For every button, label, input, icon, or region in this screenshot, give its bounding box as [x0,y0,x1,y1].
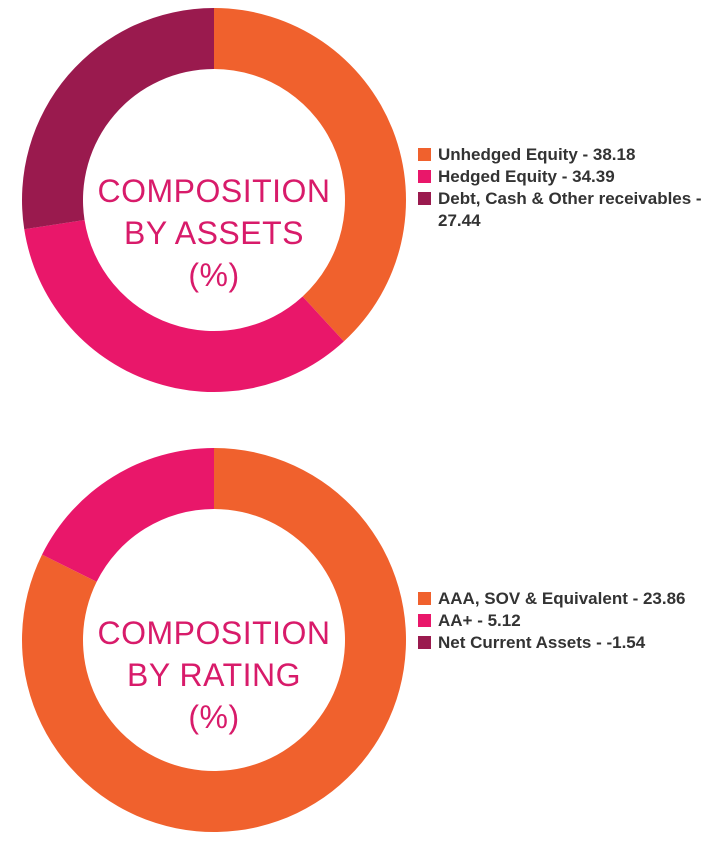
rating-center-title: COMPOSITION BY RATING (%) [64,612,364,738]
legend-label-aa-plus: AA+ - 5.12 [438,611,521,630]
legend-swatch-unhedged-equity [418,148,431,161]
legend-swatch-aaa-sov [418,592,431,605]
legend-label-debt-cash-other: Debt, Cash & Other receivables - 27.44 [438,189,702,230]
legend-item-aa-plus: AA+ - 5.12 [418,610,718,632]
legend-item-unhedged-equity: Unhedged Equity - 38.18 [418,144,718,166]
rating-title-line-2: BY RATING [126,657,301,693]
legend-swatch-debt-cash-other [418,192,431,205]
legend-item-net-current-assets: Net Current Assets - -1.54 [418,632,718,654]
legend-swatch-net-current-assets [418,636,431,649]
legend-item-hedged-equity: Hedged Equity - 34.39 [418,166,718,188]
rating-legend: AAA, SOV & Equivalent - 23.86 AA+ - 5.12… [418,588,718,654]
legend-label-net-current-assets: Net Current Assets - -1.54 [438,633,646,652]
donut-slice-debt-cash-other-receivables [22,8,215,230]
legend-label-unhedged-equity: Unhedged Equity - 38.18 [438,145,636,164]
legend-swatch-aa-plus [418,614,431,627]
composition-by-rating-chart: COMPOSITION BY RATING (%) AAA, SOV & Equ… [0,440,721,842]
donut-slice-aaa-sov-equivalent [22,448,407,832]
legend-swatch-hedged-equity [418,170,431,183]
donut-slice-aa [42,448,214,582]
rating-title-line-3: (%) [188,699,240,735]
assets-title-line-1: COMPOSITION [97,173,331,209]
assets-donut [22,8,407,393]
legend-label-aaa-sov: AAA, SOV & Equivalent - 23.86 [438,589,686,608]
legend-item-debt-cash-other: Debt, Cash & Other receivables - 27.44 [418,188,718,232]
rating-title-line-1: COMPOSITION [97,615,331,651]
assets-legend: Unhedged Equity - 38.18 Hedged Equity - … [418,144,718,232]
donut-slice-unhedged-equity [214,8,407,342]
assets-title-line-3: (%) [188,257,240,293]
rating-donut [22,448,407,832]
legend-label-hedged-equity: Hedged Equity - 34.39 [438,167,615,186]
composition-by-assets-chart: COMPOSITION BY ASSETS (%) Unhedged Equit… [0,0,721,400]
legend-item-aaa-sov: AAA, SOV & Equivalent - 23.86 [418,588,718,610]
assets-title-line-2: BY ASSETS [124,215,304,251]
assets-center-title: COMPOSITION BY ASSETS (%) [64,170,364,296]
donut-slice-hedged-equity [24,219,344,393]
